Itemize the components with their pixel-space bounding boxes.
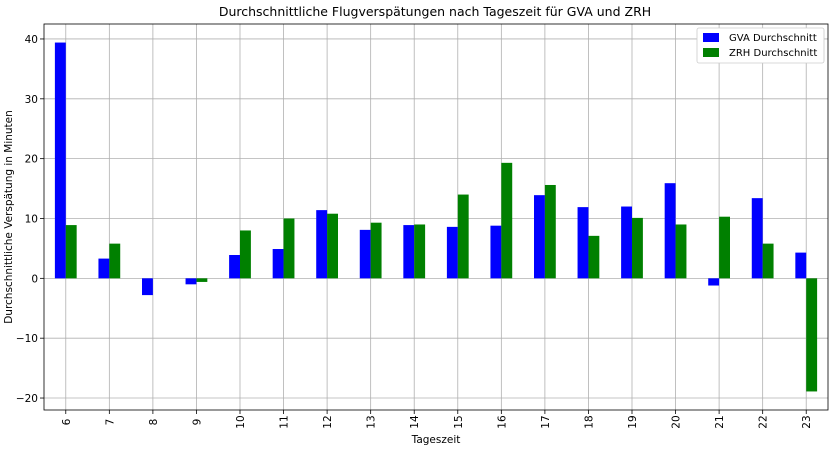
bar-gva-14 — [403, 225, 415, 279]
x-axis-label: Tageszeit — [411, 434, 461, 446]
x-tick-label: 21 — [714, 415, 726, 428]
x-tick-label: 14 — [409, 415, 421, 429]
legend-swatch-gva — [703, 33, 719, 42]
y-tick-label: 0 — [31, 273, 38, 285]
bar-zrh-19 — [632, 217, 643, 279]
ticks-layer: −20 −10 0 10 20 30 40 6 7 8 9 10 11 12 13 14 15 16 17 18 19 2… — [16, 34, 813, 429]
bar-gva-23 — [795, 252, 807, 279]
x-tick-label: 15 — [453, 415, 465, 428]
bar-zrh-12 — [327, 213, 338, 279]
bar-gva-13 — [359, 229, 371, 279]
bar-gva-18 — [577, 207, 589, 279]
x-tick-label: 19 — [627, 415, 639, 428]
legend: GVA Durchschnitt ZRH Durchschnitt — [696, 27, 825, 64]
bars-layer — [54, 42, 818, 392]
x-tick-label: 12 — [322, 415, 334, 428]
bar-zrh-17 — [544, 184, 556, 279]
x-tick-label: 23 — [801, 415, 813, 428]
bar-gva-6 — [54, 42, 66, 279]
bar-gva-10 — [229, 255, 240, 279]
grid-layer — [44, 24, 828, 410]
bar-gva-19 — [621, 206, 632, 279]
legend-box — [696, 27, 825, 64]
x-tick-label: 10 — [235, 415, 247, 428]
y-tick-label: −20 — [16, 393, 38, 405]
bar-zrh-6 — [65, 225, 77, 279]
bar-zrh-14 — [414, 224, 426, 279]
bar-zrh-9 — [196, 278, 208, 282]
bar-zrh-16 — [501, 162, 513, 279]
bar-zrh-21 — [719, 216, 730, 279]
bar-gva-20 — [664, 183, 676, 279]
legend-swatch-zrh — [703, 48, 719, 57]
x-tick-label: 6 — [61, 418, 73, 425]
y-tick-label: −10 — [16, 333, 38, 345]
bar-gva-17 — [534, 195, 545, 279]
plot-frame — [43, 23, 829, 411]
y-tick-label: 20 — [25, 154, 38, 166]
bar-zrh-22 — [762, 243, 774, 279]
bar-zrh-18 — [588, 235, 600, 279]
bar-gva-9 — [185, 278, 197, 285]
x-tick-label: 16 — [496, 415, 508, 429]
y-tick-label: 10 — [25, 213, 38, 225]
x-tick-label: 18 — [583, 415, 595, 428]
x-tick-label: 22 — [758, 415, 770, 428]
bar-gva-8 — [142, 278, 153, 296]
x-tick-label: 13 — [366, 415, 378, 428]
bar-gva-7 — [98, 258, 110, 279]
chart-title: Durchschnittliche Flugverspätungen nach … — [219, 4, 651, 19]
bar-gva-15 — [446, 226, 458, 279]
y-tick-label: 40 — [25, 34, 38, 46]
bar-gva-22 — [751, 198, 763, 279]
bar-zrh-20 — [675, 224, 687, 279]
y-tick-label: 30 — [25, 94, 38, 106]
x-tick-label: 17 — [540, 415, 552, 428]
bar-zrh-15 — [457, 194, 469, 279]
bar-zrh-10 — [240, 230, 251, 279]
bar-gva-12 — [316, 210, 328, 279]
x-tick-label: 7 — [104, 419, 116, 426]
bar-gva-16 — [490, 225, 502, 279]
x-tick-label: 20 — [671, 415, 683, 428]
legend-label-zrh: ZRH Durchschnitt — [729, 48, 817, 59]
bar-gva-11 — [272, 249, 284, 279]
bar-zrh-13 — [370, 222, 382, 279]
y-axis-label: Durchschnittliche Verspätung in Minuten — [3, 110, 15, 324]
legend-label-gva: GVA Durchschnitt — [729, 33, 817, 44]
bar-gva-21 — [708, 278, 720, 286]
bar-zrh-7 — [109, 243, 121, 279]
bar-zrh-23 — [806, 278, 818, 392]
x-tick-label: 9 — [191, 419, 203, 426]
x-tick-label: 11 — [279, 415, 291, 428]
bar-zrh-11 — [283, 218, 295, 279]
x-tick-label: 8 — [148, 419, 160, 426]
